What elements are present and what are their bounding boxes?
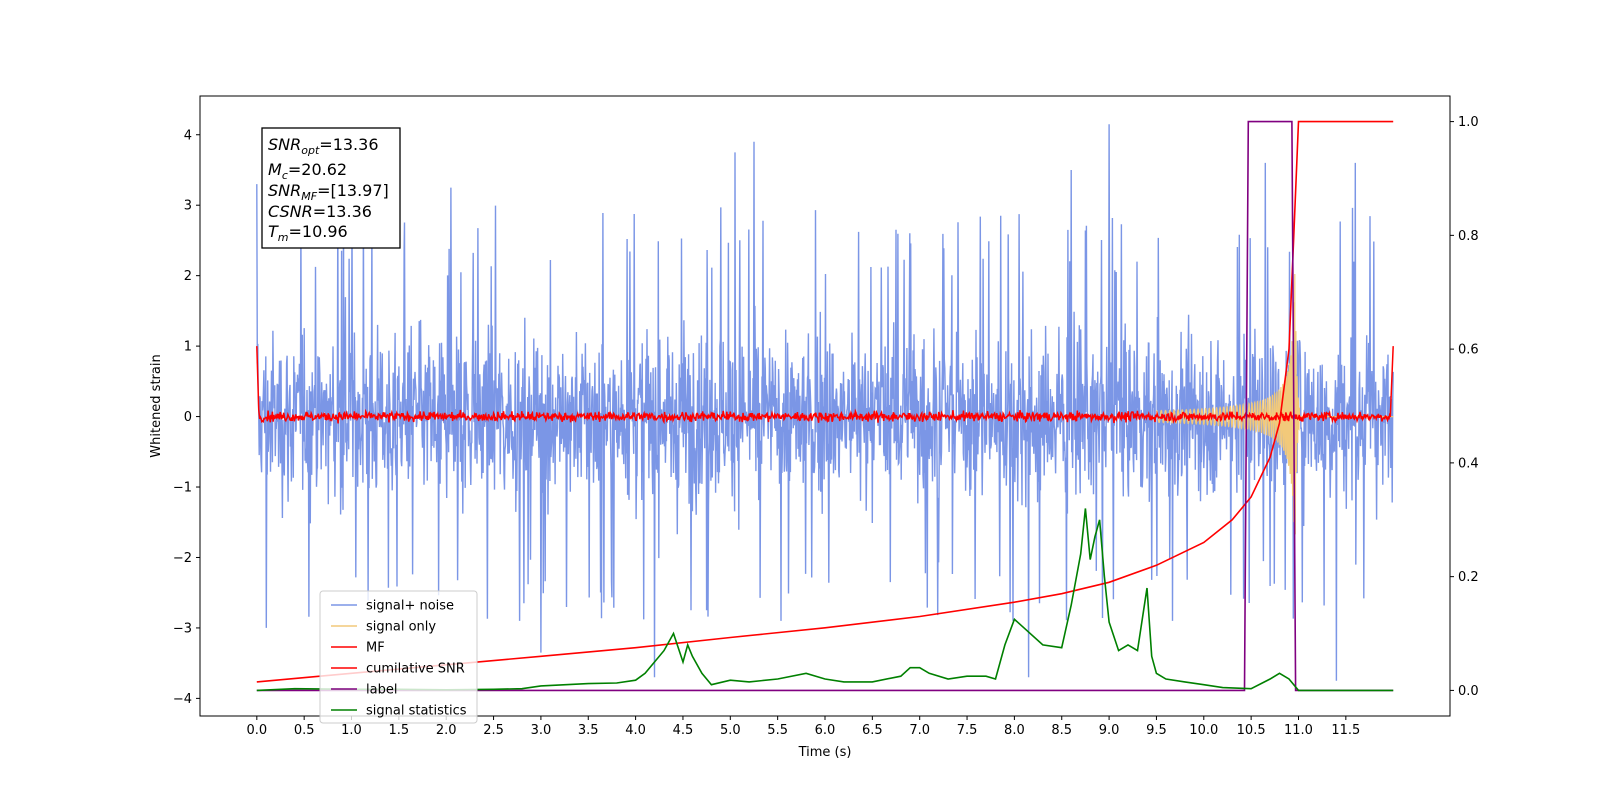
series-signal-statistics xyxy=(256,508,1394,692)
y-left-tick-label: −2 xyxy=(173,551,192,566)
x-tick-label: 2.0 xyxy=(436,723,457,738)
legend: signal+ noise signal only MF cumilative SNR… xyxy=(319,590,478,724)
x-tick-label: 0.5 xyxy=(294,723,315,738)
legend-label: signal only xyxy=(366,620,436,635)
y-right-tick-label: 1.0 xyxy=(1458,115,1479,130)
info-box-frame xyxy=(261,127,401,249)
legend-frame xyxy=(319,590,478,724)
y-left-tick-label: −1 xyxy=(173,481,192,496)
series-mf xyxy=(256,346,1394,425)
x-tick-label: 8.5 xyxy=(1051,723,1072,738)
x-tick-label: 0.0 xyxy=(246,723,267,738)
info-tm: Tm=10.96 xyxy=(268,222,348,244)
axes-layer: 0.0 0.5 1.0 1.5 2.0 2.5 3.0 3.5 4.0 4.5 5.0 5.5 6.0 6… xyxy=(173,115,1479,738)
y-right-tick-label: 0.2 xyxy=(1458,570,1479,585)
y-left-tick-label: 0 xyxy=(184,410,192,425)
y-right-tick-label: 0.8 xyxy=(1458,229,1479,244)
y-right-tick-label: 0.6 xyxy=(1458,343,1479,358)
legend-label: MF xyxy=(366,641,385,656)
x-tick-label: 9.5 xyxy=(1146,723,1167,738)
x-tick-label: 10.5 xyxy=(1237,723,1266,738)
y-left-tick-label: 2 xyxy=(184,269,192,284)
info-snr-mf: SNRMF=[13.97] xyxy=(268,181,389,203)
x-tick-label: 6.0 xyxy=(815,723,836,738)
info-csnr: CSNR=13.36 xyxy=(268,202,372,221)
y-left-tick-label: 3 xyxy=(184,199,192,214)
x-tick-label: 1.5 xyxy=(389,723,410,738)
x-tick-label: 7.5 xyxy=(957,723,978,738)
legend-label: label xyxy=(366,683,397,698)
y-left-tick-label: 1 xyxy=(184,340,192,355)
x-tick-label: 8.0 xyxy=(1004,723,1025,738)
x-tick-label: 7.0 xyxy=(909,723,930,738)
x-tick-label: 11.5 xyxy=(1331,723,1360,738)
x-tick-label: 10.0 xyxy=(1189,723,1218,738)
info-snr-opt: SNRopt=13.36 xyxy=(268,135,379,157)
info-mc: Mc=20.62 xyxy=(268,160,347,182)
x-tick-label: 1.0 xyxy=(341,723,362,738)
x-tick-label: 4.0 xyxy=(625,723,646,738)
x-tick-label: 5.0 xyxy=(720,723,741,738)
y-left-tick-label: −4 xyxy=(173,692,192,707)
x-tick-label: 11.0 xyxy=(1284,723,1313,738)
x-tick-label: 2.5 xyxy=(483,723,504,738)
y-right-tick-label: 0.4 xyxy=(1458,456,1479,471)
x-tick-label: 4.5 xyxy=(673,723,694,738)
y-left-tick-label: 4 xyxy=(184,128,192,143)
legend-label: signal+ noise xyxy=(366,599,454,614)
legend-label: cumilative SNR xyxy=(366,662,465,677)
x-tick-label: 6.5 xyxy=(862,723,883,738)
y-axis-label: Whitened strain xyxy=(149,354,164,457)
y-right-tick-label: 0.0 xyxy=(1458,684,1479,699)
x-tick-label: 5.5 xyxy=(767,723,788,738)
legend-label: signal statistics xyxy=(366,704,467,719)
x-tick-label: 3.5 xyxy=(578,723,599,738)
y-left-tick-label: −3 xyxy=(173,621,192,636)
x-axis-label: Time (s) xyxy=(798,745,852,760)
series-cumulative-snr xyxy=(256,120,1394,683)
x-tick-label: 3.0 xyxy=(531,723,552,738)
info-box: SNRopt=13.36 Mc=20.62 SNRMF=[13.97] CSNR… xyxy=(261,127,401,249)
x-tick-label: 9.0 xyxy=(1099,723,1120,738)
series-layer xyxy=(256,120,1394,692)
